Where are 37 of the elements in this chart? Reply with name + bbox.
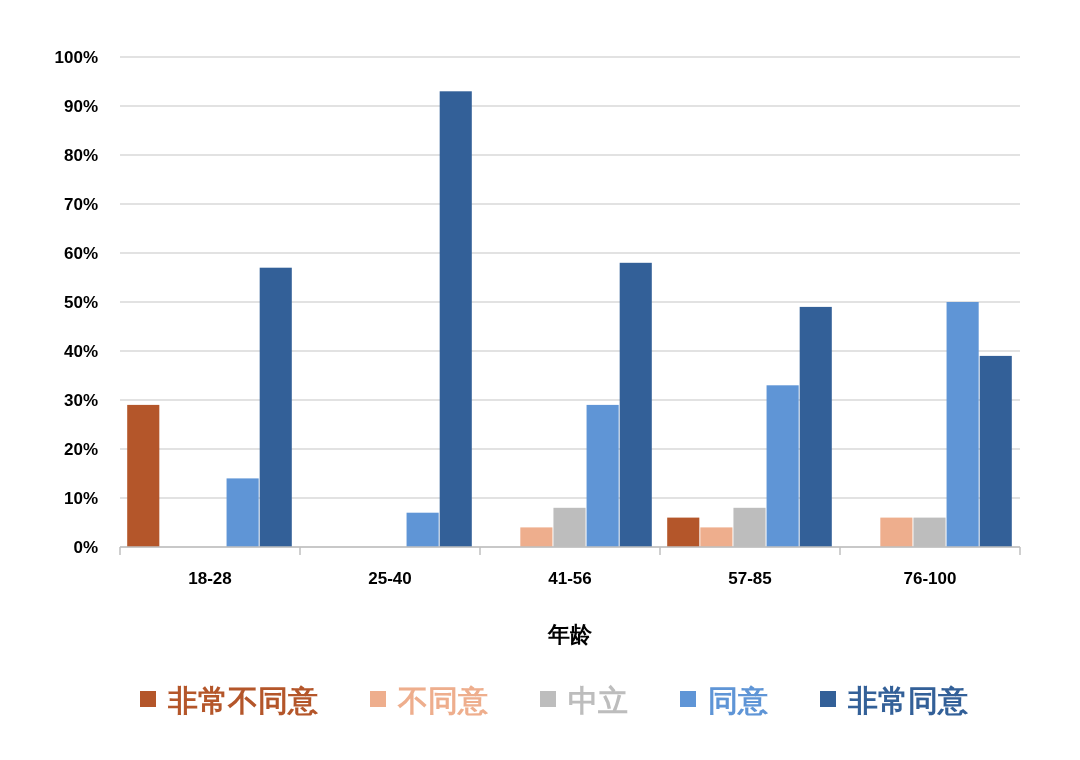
bar bbox=[619, 262, 652, 547]
bar bbox=[226, 478, 259, 547]
legend-label: 中立 bbox=[568, 683, 628, 717]
y-tick-label: 70% bbox=[63, 194, 98, 214]
legend-label: 同意 bbox=[708, 683, 769, 717]
x-tick-label: 76-100 bbox=[903, 569, 957, 588]
bar bbox=[946, 302, 979, 547]
bar bbox=[520, 527, 553, 547]
bar bbox=[799, 306, 832, 547]
bar bbox=[667, 517, 700, 547]
bar bbox=[127, 404, 160, 547]
bar bbox=[586, 404, 619, 547]
x-axis-title: 年龄 bbox=[547, 622, 593, 647]
x-tick-label: 41-56 bbox=[548, 569, 592, 588]
legend-label: 不同意 bbox=[397, 683, 489, 717]
y-tick-label: 40% bbox=[63, 341, 98, 361]
bar bbox=[979, 355, 1012, 547]
y-tick-label: 0% bbox=[73, 537, 98, 557]
bar bbox=[439, 91, 472, 547]
x-tick-label: 25-40 bbox=[368, 569, 412, 588]
y-tick-label: 10% bbox=[63, 488, 98, 508]
y-tick-label: 100% bbox=[54, 47, 98, 67]
y-tick-label: 20% bbox=[63, 439, 98, 459]
x-tick-label: 57-85 bbox=[728, 569, 772, 588]
bar bbox=[700, 527, 733, 547]
y-tick-label: 90% bbox=[63, 96, 98, 116]
legend-label: 非常同意 bbox=[847, 683, 969, 717]
y-tick-label: 30% bbox=[63, 390, 98, 410]
bar bbox=[880, 517, 913, 547]
y-tick-label: 60% bbox=[63, 243, 98, 263]
bar bbox=[259, 267, 292, 547]
y-tick-label: 80% bbox=[63, 145, 98, 165]
bar bbox=[406, 512, 439, 547]
legend-label: 非常不同意 bbox=[167, 683, 319, 717]
bar bbox=[766, 385, 799, 547]
x-tick-label: 18-28 bbox=[188, 569, 232, 588]
y-tick-label: 50% bbox=[63, 292, 98, 312]
